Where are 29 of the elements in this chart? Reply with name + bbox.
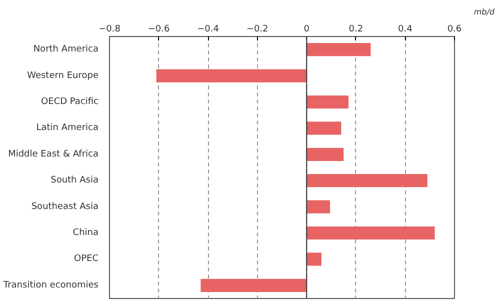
bar bbox=[200, 278, 307, 292]
y-tick-label: North America bbox=[33, 44, 99, 55]
bar bbox=[156, 69, 307, 82]
y-tick-label: Transition economies bbox=[2, 280, 99, 290]
bar bbox=[306, 200, 330, 214]
bar bbox=[306, 43, 371, 56]
y-tick-label: Southeast Asia bbox=[31, 202, 99, 212]
bar bbox=[306, 122, 342, 135]
x-axis-title: mb/d bbox=[474, 8, 496, 16]
y-tick-label: Latin America bbox=[36, 123, 98, 134]
y-tick-label: OPEC bbox=[74, 254, 98, 264]
y-tick-label: OECD Pacific bbox=[41, 97, 99, 107]
x-tick-label: 0.6 bbox=[447, 24, 462, 34]
x-tick-label: −0.2 bbox=[246, 24, 268, 34]
y-tick-label: Western Europe bbox=[27, 70, 99, 81]
x-tick-label: 0.2 bbox=[348, 24, 364, 34]
x-tick-label: 0 bbox=[304, 24, 310, 34]
x-tick-label: −0.4 bbox=[197, 24, 220, 34]
x-tick-label: −0.6 bbox=[148, 24, 170, 34]
bar bbox=[306, 226, 435, 240]
bar bbox=[306, 252, 322, 266]
y-tick-label: Middle East & Africa bbox=[8, 149, 99, 160]
x-tick-label: 0.4 bbox=[398, 24, 413, 34]
y-tick-label: South Asia bbox=[50, 176, 99, 186]
bar bbox=[306, 148, 344, 161]
x-tick-label: −0.8 bbox=[98, 24, 121, 34]
bar bbox=[306, 95, 349, 109]
bar bbox=[306, 174, 428, 188]
y-tick-label: China bbox=[72, 228, 99, 238]
